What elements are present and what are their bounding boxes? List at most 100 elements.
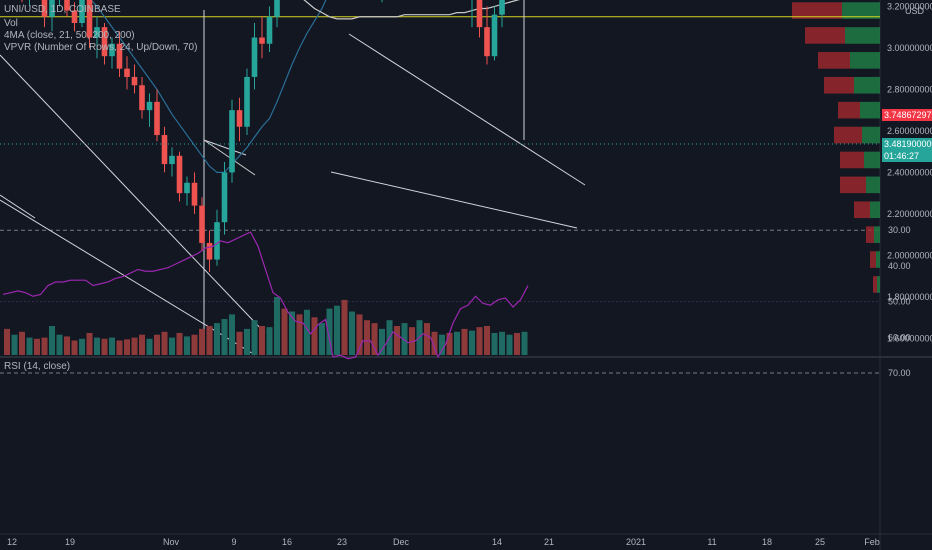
price-tick-label: 2.20000000 xyxy=(887,209,932,219)
time-tick-label: 2021 xyxy=(626,537,646,547)
vpvr-up-bar xyxy=(876,251,880,268)
volume-bar xyxy=(109,337,115,355)
volume-bar xyxy=(11,334,18,355)
volume-bar xyxy=(491,332,498,355)
candle-body xyxy=(79,0,85,23)
volume-bar xyxy=(364,320,370,355)
vpvr-down-bar xyxy=(805,27,845,44)
volume-bar xyxy=(236,331,243,355)
volume-bar xyxy=(304,309,310,355)
vpvr-down-bar xyxy=(834,126,862,144)
vol-legend[interactable]: Vol xyxy=(4,18,18,29)
vpvr-up-bar xyxy=(854,76,880,94)
candle-body xyxy=(499,0,505,15)
trend-line xyxy=(330,171,578,229)
time-tick-label: 9 xyxy=(231,537,236,547)
candle-body xyxy=(274,0,280,17)
candle-body xyxy=(94,27,100,38)
price-tick-label: 3.20000000 xyxy=(887,1,932,11)
candle-body xyxy=(64,0,70,11)
candle-body xyxy=(71,10,78,23)
candle-body xyxy=(184,182,190,194)
price-tick-label: 2.80000000 xyxy=(887,84,932,94)
volume-bar xyxy=(176,332,183,355)
volume-bar xyxy=(281,308,288,355)
candle-body xyxy=(191,182,198,206)
volume-bar xyxy=(514,332,520,355)
volume-bar xyxy=(439,334,445,355)
time-tick-label: 18 xyxy=(762,537,772,547)
volume-bar xyxy=(499,331,505,355)
time-tick-label: 11 xyxy=(707,537,716,547)
rsi-tick-label: 70.00 xyxy=(888,368,911,378)
vpvr-up-bar xyxy=(850,52,880,69)
rsi-tick-label: 50.00 xyxy=(888,297,911,307)
candle-body xyxy=(221,172,228,223)
vpvr-up-bar xyxy=(864,151,880,169)
resistance-price-tag: 3.74867297 xyxy=(882,109,932,121)
ma-21-line xyxy=(90,0,327,173)
volume-bar xyxy=(431,331,438,355)
volume-bar xyxy=(409,327,415,355)
candle-body xyxy=(266,16,273,44)
candle-body xyxy=(169,155,175,165)
time-tick-label: 23 xyxy=(337,537,347,547)
candle-body xyxy=(229,110,235,173)
price-tick-label: 3.00000000 xyxy=(887,43,932,53)
candle-body xyxy=(154,101,160,136)
volume-bar xyxy=(341,299,348,355)
candle-body xyxy=(131,76,138,86)
volume-bar xyxy=(161,331,168,355)
candle-body xyxy=(476,0,483,28)
volume-bar xyxy=(229,314,235,355)
volume-bar xyxy=(199,328,205,355)
vpvr-down-bar xyxy=(838,101,860,119)
time-tick-label: 12 xyxy=(7,537,17,547)
vpvr-down-bar xyxy=(840,176,866,194)
candle-body xyxy=(161,135,168,165)
volume-bar xyxy=(379,328,385,355)
ma-legend[interactable]: 4MA (close, 21, 50, 200, 200) xyxy=(4,30,135,41)
volume-bar xyxy=(101,338,108,355)
price-unit-label: USD xyxy=(905,6,925,16)
volume-bar xyxy=(244,328,250,355)
candle-body xyxy=(41,0,48,17)
volume-bar xyxy=(274,297,280,355)
candle-body xyxy=(101,27,108,57)
price-tick-label: 1.80000000 xyxy=(887,292,932,302)
volume-bar xyxy=(469,330,475,355)
price-tick-label: 2.00000000 xyxy=(887,250,932,260)
volume-bar xyxy=(349,311,355,355)
candle-body xyxy=(176,155,183,194)
volume-bar xyxy=(296,314,303,355)
volume-bar xyxy=(401,323,408,355)
vpvr-up-bar xyxy=(870,201,880,219)
candle-body xyxy=(86,0,93,38)
symbol-legend[interactable]: UNI/USD, 1D, COINBASE xyxy=(4,4,121,15)
volume-bar xyxy=(326,308,333,355)
volume-bar xyxy=(79,338,85,355)
volume-bar xyxy=(206,326,213,355)
vpvr-down-bar xyxy=(854,201,870,219)
volume-bar xyxy=(356,314,363,355)
vpvr-legend[interactable]: VPVR (Number Of Rows, 24, Up/Down, 70) xyxy=(4,42,198,53)
vpvr-up-bar xyxy=(860,101,880,119)
ma-50-line xyxy=(303,0,520,20)
rsi-tick-label: 40.00 xyxy=(888,261,911,271)
candle-body xyxy=(244,76,250,127)
volume-bar xyxy=(34,338,40,355)
volume-bar xyxy=(26,337,33,355)
vpvr-down-bar xyxy=(866,226,874,243)
rsi-legend[interactable]: RSI (14, close) xyxy=(4,361,71,372)
vpvr-up-bar xyxy=(845,27,880,44)
last-price-tag: 3.481900000 xyxy=(882,138,932,150)
trend-line xyxy=(0,54,266,334)
volume-bar xyxy=(334,305,340,355)
volume-bar xyxy=(311,317,318,355)
price-tick-label: 2.40000000 xyxy=(887,167,932,177)
volume-bar xyxy=(19,331,25,355)
countdown-tag: 01:46:27 xyxy=(882,150,932,162)
vpvr-down-bar xyxy=(870,251,876,268)
time-tick-label: 21 xyxy=(544,537,554,547)
